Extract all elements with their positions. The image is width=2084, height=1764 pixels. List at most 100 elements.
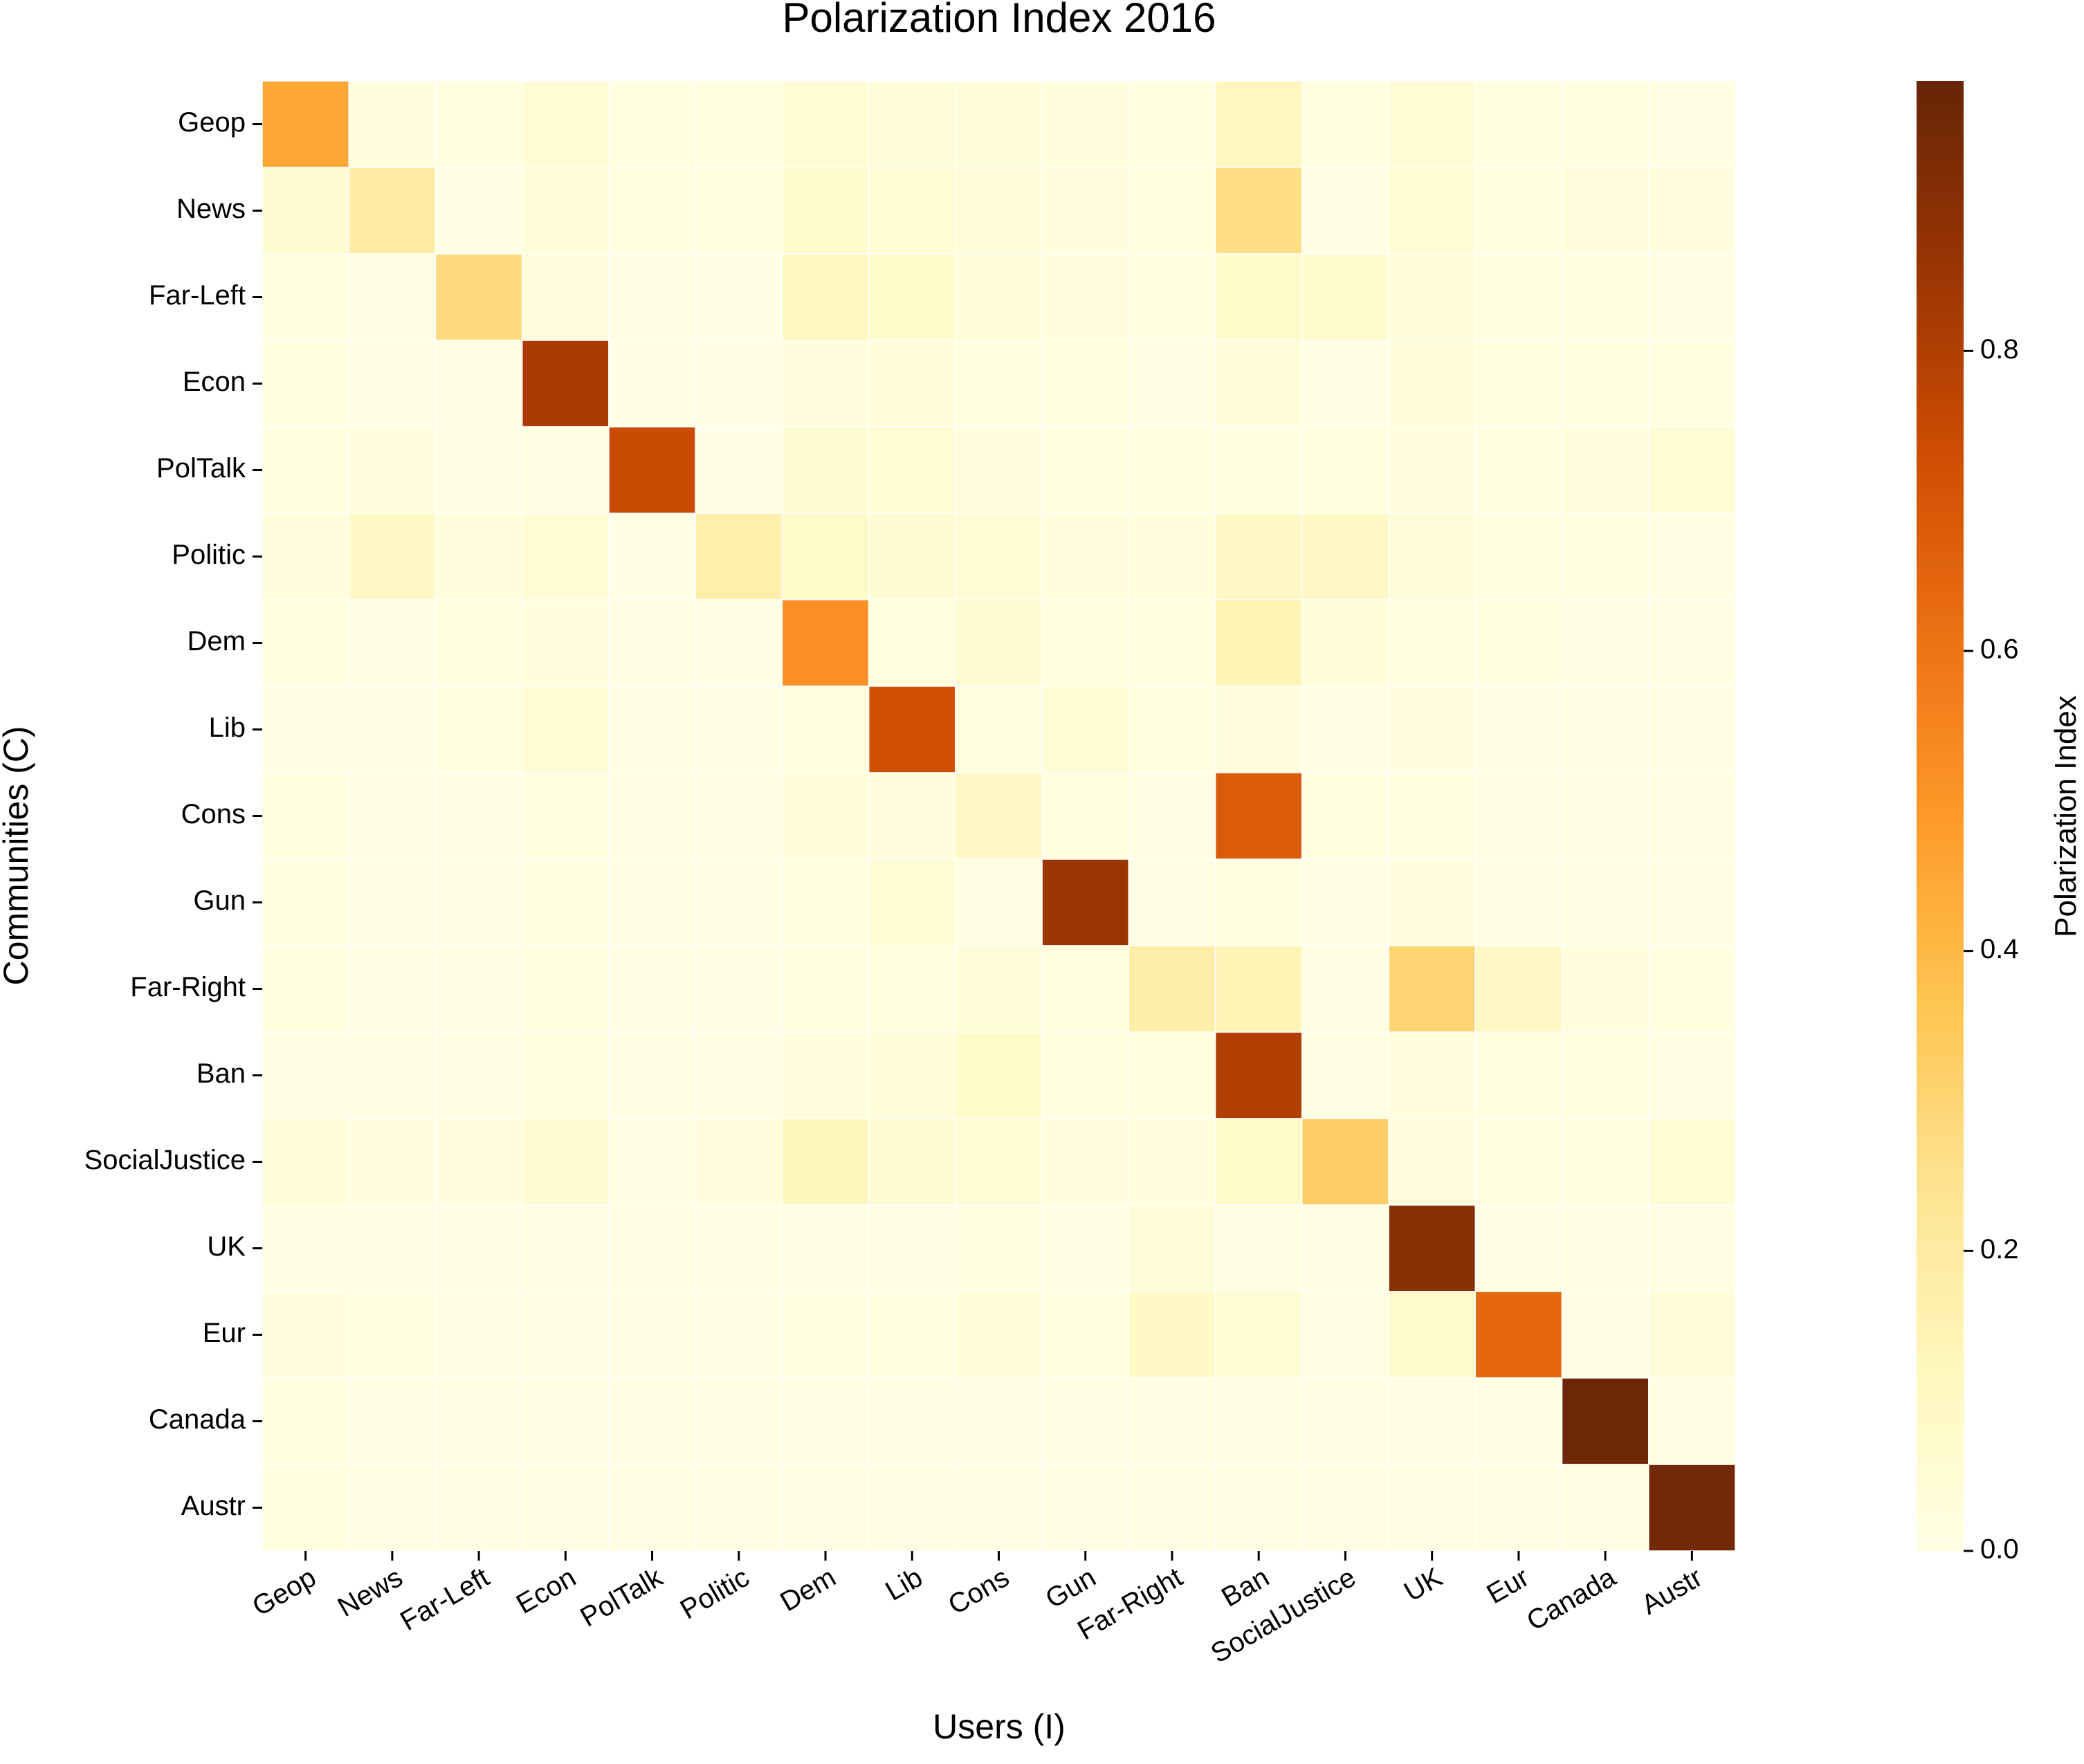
heatmap-cell bbox=[1474, 945, 1563, 1033]
heatmap-cell bbox=[1648, 426, 1736, 514]
heatmap-cell bbox=[1041, 80, 1130, 168]
heatmap-cell bbox=[1648, 858, 1736, 946]
heatmap-cell bbox=[1474, 167, 1563, 255]
heatmap-cell bbox=[1388, 340, 1477, 428]
heatmap-cell bbox=[1128, 340, 1216, 428]
heatmap-cell bbox=[348, 1118, 437, 1206]
heatmap-cell bbox=[1561, 1377, 1649, 1465]
heatmap-cell bbox=[955, 686, 1043, 773]
heatmap-cell bbox=[955, 426, 1043, 514]
heatmap-cell bbox=[781, 340, 870, 428]
heatmap-cell bbox=[608, 1118, 696, 1206]
heatmap-cell bbox=[1214, 340, 1303, 428]
heatmap-cell bbox=[868, 686, 956, 773]
heatmap-cell bbox=[1388, 253, 1477, 341]
heatmap-cell bbox=[1561, 513, 1649, 600]
heatmap-cell bbox=[868, 1031, 956, 1119]
heatmap-cell bbox=[1561, 1031, 1649, 1119]
heatmap-cell bbox=[348, 80, 437, 168]
heatmap-cell bbox=[435, 1118, 523, 1206]
heatmap-cell bbox=[781, 1204, 870, 1292]
heatmap-cell bbox=[348, 772, 437, 860]
x-axis-label: Users (I) bbox=[933, 1707, 1066, 1746]
heatmap-cell bbox=[1301, 1291, 1389, 1379]
heatmap-cell bbox=[435, 858, 523, 946]
heatmap-cell bbox=[348, 686, 437, 773]
heatmap-cell bbox=[1128, 686, 1216, 773]
heatmap-cell bbox=[1474, 858, 1563, 946]
heatmap-cell bbox=[781, 513, 870, 600]
heatmap-cell bbox=[868, 945, 956, 1033]
heatmap-cell bbox=[1301, 340, 1389, 428]
x-tick-label: Gun bbox=[1041, 1562, 1101, 1615]
y-tick-label: Eur bbox=[203, 1318, 246, 1348]
y-tick-label: Politic bbox=[172, 540, 246, 570]
heatmap-cell bbox=[1041, 1464, 1130, 1552]
heatmap-cell bbox=[1648, 945, 1736, 1033]
heatmap-cell bbox=[1474, 253, 1563, 341]
heatmap-cell bbox=[1128, 945, 1216, 1033]
heatmap-cell bbox=[1128, 167, 1216, 255]
heatmap-cell bbox=[1301, 1118, 1389, 1206]
heatmap-cell bbox=[1128, 80, 1216, 168]
heatmap-cell bbox=[435, 167, 523, 255]
heatmap-cell bbox=[608, 253, 696, 341]
y-tick-label: Lib bbox=[209, 713, 246, 743]
heatmap-cell bbox=[1128, 1291, 1216, 1379]
heatmap-cell bbox=[1301, 858, 1389, 946]
heatmap-cell bbox=[1474, 1118, 1563, 1206]
heatmap-cell bbox=[1388, 1377, 1477, 1465]
heatmap-cell bbox=[1561, 599, 1649, 687]
x-tick-label: Austr bbox=[1636, 1562, 1708, 1621]
heatmap-cell bbox=[1301, 1031, 1389, 1119]
heatmap-cell bbox=[1648, 1377, 1736, 1465]
y-tick-label: Dem bbox=[188, 626, 246, 656]
heatmap-cell bbox=[1474, 599, 1563, 687]
heatmap-cell bbox=[781, 80, 870, 168]
heatmap-cell bbox=[1041, 772, 1130, 860]
heatmap-cell bbox=[955, 772, 1043, 860]
heatmap-cell bbox=[262, 167, 349, 255]
heatmap-cell bbox=[1388, 1464, 1477, 1552]
heatmap-cell bbox=[608, 1204, 696, 1292]
heatmap-cell bbox=[695, 80, 783, 168]
heatmap-cell bbox=[608, 80, 696, 168]
y-tick-label: Far-Left bbox=[149, 280, 246, 311]
heatmap-cell bbox=[781, 945, 870, 1033]
heatmap-cell bbox=[955, 1377, 1043, 1465]
heatmap-cell bbox=[868, 599, 956, 687]
heatmap-cell bbox=[1214, 1464, 1303, 1552]
y-tick-label: SocialJustice bbox=[84, 1145, 246, 1175]
heatmap-cell bbox=[348, 340, 437, 428]
heatmap-cell bbox=[781, 167, 870, 255]
x-tick-label: PolTalk bbox=[575, 1561, 668, 1633]
heatmap-cell bbox=[955, 253, 1043, 341]
heatmap-cell bbox=[955, 1464, 1043, 1552]
heatmap-cell bbox=[868, 340, 956, 428]
heatmap-cell bbox=[348, 513, 437, 600]
x-tick-label: Ban bbox=[1216, 1562, 1274, 1613]
heatmap-cell bbox=[695, 1377, 783, 1465]
y-tick-label: Far-Right bbox=[130, 972, 246, 1002]
heatmap-cells bbox=[262, 80, 1736, 1552]
heatmap-cell bbox=[262, 686, 349, 773]
heatmap-cell bbox=[262, 253, 349, 341]
heatmap-cell bbox=[1041, 1118, 1130, 1206]
heatmap-cell bbox=[1474, 1291, 1563, 1379]
colorbar-label: Polarization Index bbox=[2049, 695, 2083, 937]
heatmap-cell bbox=[608, 1031, 696, 1119]
heatmap-cell bbox=[1214, 772, 1303, 860]
heatmap-cell bbox=[955, 340, 1043, 428]
heatmap-cell bbox=[868, 772, 956, 860]
colorbar-tick-label: 0.2 bbox=[1980, 1234, 2019, 1265]
heatmap-cell bbox=[695, 858, 783, 946]
heatmap-cell bbox=[695, 1204, 783, 1292]
heatmap-cell bbox=[1128, 1464, 1216, 1552]
heatmap-cell bbox=[955, 1204, 1043, 1292]
heatmap-cell bbox=[262, 1204, 349, 1292]
heatmap-cell bbox=[1041, 513, 1130, 600]
heatmap-cell bbox=[608, 772, 696, 860]
heatmap-cell bbox=[521, 80, 610, 168]
